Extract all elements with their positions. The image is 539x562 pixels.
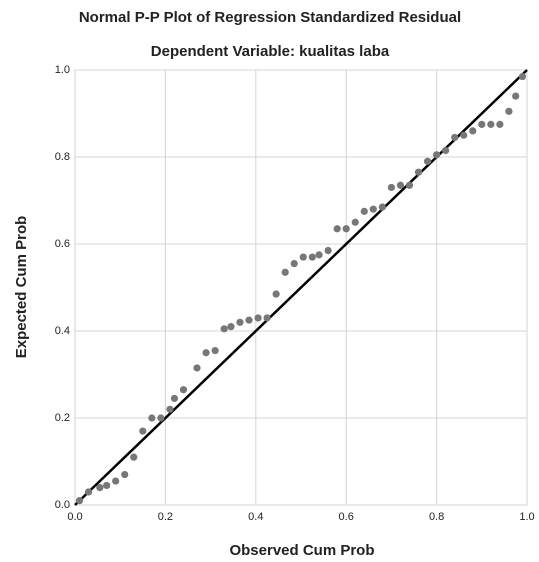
- y-tick-label: 1.0: [55, 64, 70, 76]
- x-axis-label: Observed Cum Prob: [229, 542, 374, 559]
- point: [397, 182, 404, 189]
- point: [315, 251, 322, 258]
- point: [245, 317, 252, 324]
- point: [291, 260, 298, 267]
- point: [343, 225, 350, 232]
- point: [415, 169, 422, 176]
- point: [103, 482, 110, 489]
- point: [406, 182, 413, 189]
- point: [221, 325, 228, 332]
- point: [370, 206, 377, 213]
- point: [300, 253, 307, 260]
- chart-title: Normal P-P Plot of Regression Standardiz…: [79, 9, 461, 26]
- x-tick-label: 0.2: [158, 511, 173, 523]
- x-tick-label: 0.4: [248, 511, 263, 523]
- point: [424, 158, 431, 165]
- point: [76, 497, 83, 504]
- point: [469, 127, 476, 134]
- point: [487, 121, 494, 128]
- point: [236, 319, 243, 326]
- y-tick-label: 0.6: [55, 238, 70, 250]
- point: [325, 247, 332, 254]
- point: [273, 290, 280, 297]
- point: [460, 132, 467, 139]
- point: [478, 121, 485, 128]
- y-tick-label: 0.2: [55, 412, 70, 424]
- point: [388, 184, 395, 191]
- point: [171, 395, 178, 402]
- y-tick-label: 0.4: [55, 325, 70, 337]
- point: [334, 225, 341, 232]
- x-tick-label: 0.0: [67, 511, 82, 523]
- point: [112, 477, 119, 484]
- point: [264, 314, 271, 321]
- point: [352, 219, 359, 226]
- point: [180, 386, 187, 393]
- point: [202, 349, 209, 356]
- point: [512, 93, 519, 100]
- point: [361, 208, 368, 215]
- point: [139, 427, 146, 434]
- point: [85, 488, 92, 495]
- x-tick-label: 1.0: [519, 511, 534, 523]
- point: [212, 347, 219, 354]
- point: [166, 406, 173, 413]
- point: [254, 314, 261, 321]
- x-tick-label: 0.6: [339, 511, 354, 523]
- point: [451, 134, 458, 141]
- point: [505, 108, 512, 115]
- point: [227, 323, 234, 330]
- y-tick-label: 0.0: [55, 499, 70, 511]
- chart-subtitle: Dependent Variable: kualitas laba: [151, 43, 390, 60]
- point: [157, 414, 164, 421]
- point: [442, 147, 449, 154]
- point: [309, 253, 316, 260]
- point: [496, 121, 503, 128]
- point: [148, 414, 155, 421]
- point: [379, 203, 386, 210]
- y-tick-label: 0.8: [55, 151, 70, 163]
- point: [121, 471, 128, 478]
- y-axis-label: Expected Cum Prob: [13, 216, 30, 359]
- x-tick-label: 0.8: [429, 511, 444, 523]
- point: [96, 484, 103, 491]
- point: [282, 269, 289, 276]
- point: [193, 364, 200, 371]
- point: [519, 73, 526, 80]
- point: [433, 151, 440, 158]
- chart: Normal P-P Plot of Regression Standardiz…: [0, 0, 539, 562]
- point: [130, 454, 137, 461]
